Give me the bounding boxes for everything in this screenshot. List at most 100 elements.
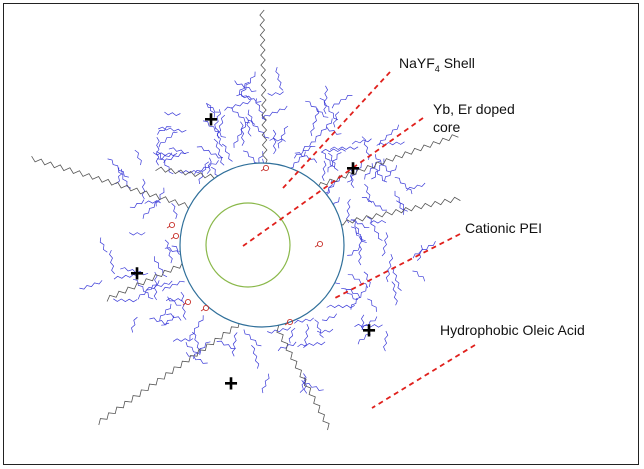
pei-strand	[189, 315, 204, 341]
pei-strand	[329, 146, 359, 150]
pei-strand	[194, 160, 219, 175]
carboxyl-group	[172, 232, 180, 240]
pei-strand	[346, 162, 362, 183]
pei-strand	[321, 148, 346, 153]
pei-strand	[302, 141, 317, 151]
pei-strand	[144, 200, 161, 204]
oleic-acid-chain	[271, 317, 330, 431]
pei-strand	[216, 114, 226, 139]
pei-strand	[172, 338, 194, 342]
pei-strand	[157, 126, 172, 135]
pei-strand	[327, 152, 342, 173]
pei-strand	[145, 280, 173, 291]
pei-strand	[129, 199, 145, 208]
pei-strand	[233, 122, 246, 148]
pei-strand	[164, 111, 181, 117]
pei-strand	[224, 100, 251, 111]
label-core-line2: core	[433, 119, 461, 135]
label-shell-suffix: Shell	[439, 55, 475, 71]
pei-strand	[383, 330, 389, 352]
pei-strand	[115, 168, 123, 185]
pei-strand	[247, 119, 270, 139]
pei-strand	[132, 278, 154, 300]
pei-strand	[118, 167, 132, 189]
pei-strand	[206, 102, 220, 113]
pei-strand	[321, 160, 327, 182]
pei-strand	[346, 198, 351, 224]
pei-strand	[109, 249, 115, 275]
pei-strand	[185, 352, 208, 364]
pei-strand	[358, 236, 363, 266]
pei-strand	[321, 313, 337, 321]
leader-line	[282, 71, 391, 189]
pei-strand	[392, 267, 402, 291]
pei-strand	[378, 124, 400, 146]
pei-strand	[360, 314, 365, 331]
pei-strand	[367, 216, 383, 241]
pei-strand	[299, 376, 306, 393]
pei-strand	[196, 146, 224, 159]
pei-strand	[301, 380, 324, 391]
pei-strand	[347, 274, 369, 289]
label-shell-prefix: NaYF	[399, 55, 435, 71]
pei-strand	[262, 105, 288, 120]
pei-strand	[347, 245, 361, 256]
carboxyl-bond	[170, 236, 175, 240]
doped-core-circle	[205, 202, 291, 288]
pei-strand	[331, 95, 353, 109]
pei-strand	[350, 286, 367, 310]
label-core-line1: Yb, Er doped	[433, 101, 515, 117]
plus-charge-icon: +	[346, 156, 360, 183]
pei-strand	[333, 111, 340, 128]
pei-strand	[294, 317, 314, 324]
pei-strand	[153, 271, 158, 301]
pei-strand	[247, 109, 256, 125]
leader-line	[371, 344, 476, 409]
pei-strand	[357, 333, 371, 345]
carboxyl-bond	[314, 244, 319, 248]
pei-strand	[267, 91, 284, 96]
leader-lines	[242, 71, 476, 409]
pei-strand	[164, 239, 173, 264]
pei-strand	[216, 340, 236, 349]
pei-strand	[158, 126, 187, 133]
plus-charge-icon: +	[204, 107, 218, 134]
pei-strand	[364, 160, 381, 180]
pei-strand	[192, 331, 202, 356]
pei-strand	[206, 157, 212, 174]
carboxyl-group	[316, 240, 324, 248]
pei-strand	[294, 152, 318, 163]
pei-strand	[350, 219, 370, 228]
pei-strand	[155, 187, 165, 207]
pei-strand	[213, 138, 225, 166]
pei-strand	[180, 291, 187, 320]
oleic-acid-chain	[31, 155, 209, 213]
pei-strand	[134, 149, 142, 166]
pei-strand	[310, 108, 320, 137]
leader-line	[334, 233, 461, 299]
label-shell-subscript: 4	[434, 63, 440, 74]
pei-strand	[315, 118, 333, 142]
pei-strand	[251, 345, 260, 369]
pei-strand	[255, 98, 267, 121]
pei-strand	[346, 289, 361, 298]
pei-strand	[162, 280, 185, 292]
pei-strand	[161, 315, 175, 326]
pei-strand	[385, 253, 394, 283]
pei-strand	[149, 317, 170, 325]
pei-strand	[120, 267, 149, 276]
pei-strand	[158, 131, 178, 148]
pei-strand	[364, 183, 373, 204]
plus-charge-icon: +	[130, 261, 144, 288]
oleic-acid-chain	[106, 261, 189, 302]
pei-strand	[394, 176, 413, 195]
pei-strand	[202, 120, 226, 138]
carboxyl-group	[202, 304, 210, 312]
pei-strand	[288, 327, 296, 344]
pei-strand	[129, 232, 146, 236]
label-nayf4-shell: NaYF4 Shell	[399, 55, 475, 77]
pei-strand	[234, 80, 257, 92]
pei-strand	[261, 373, 270, 394]
pei-strand	[167, 296, 182, 306]
pei-strand	[231, 332, 238, 357]
